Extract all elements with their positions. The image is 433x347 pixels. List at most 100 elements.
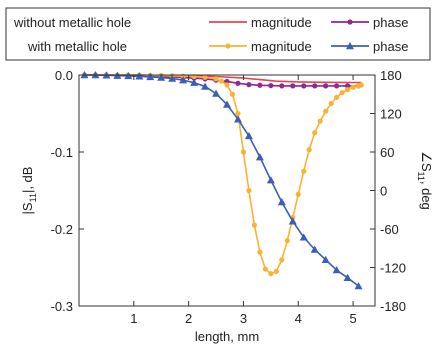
x-axis: 1 2 3 4 5 [130,75,357,326]
data-point-without-phase [312,83,318,89]
data-point-with-phase [124,71,133,80]
y-axis-left-title: |S11|, dB [20,167,38,215]
data-point-with-magnitude [273,268,279,274]
y2-tick-label: 120 [380,107,402,122]
legend-label: phase [373,39,408,54]
data-point-with-magnitude [218,78,225,84]
data-point-with-phase [343,273,352,281]
data-point-with-phase [190,78,199,86]
data-point-with-magnitude [358,82,364,88]
legend-entry: magnitude [209,39,312,54]
data-point-without-phase [268,82,274,89]
data-point-with-magnitude [257,249,263,255]
data-point-with-phase [310,245,319,253]
y-tick-label: -0.1 [51,145,73,160]
data-point-with-magnitude [246,187,252,194]
legend-frame [5,7,431,61]
data-point-with-phase [135,72,144,80]
series-with-phase [80,71,363,290]
legend: without metallic hole with metallic hole… [5,7,431,61]
y-axis-right: 180 120 60 0 -60 -120 -180 [370,68,406,314]
data-point-with-phase [299,233,308,241]
data-point-with-phase [266,176,275,184]
legend-row-label-without: without metallic hole [13,15,131,30]
legend-entry: magnitude [209,15,312,30]
legend-row-label-with: with metallic hole [27,39,127,54]
data-point-with-magnitude [312,130,318,136]
data-point-with-magnitude [268,271,274,277]
legend-swatch-marker [347,19,353,25]
y-axis-right-title: ∠S11, deg [416,151,433,210]
data-point-with-phase [223,100,231,108]
data-point-with-magnitude [213,76,219,82]
data-point-with-magnitude [235,110,241,117]
data-point-with-phase [157,73,166,81]
data-point-with-magnitude [334,94,340,100]
data-point-without-phase [224,78,230,85]
data-point-with-magnitude [284,237,290,244]
y2-tick-label: -120 [380,261,406,276]
y-axis-left-title-end: |, dB [20,167,35,194]
data-point-without-phase [301,83,307,89]
x-tick-label: 4 [295,311,302,326]
data-point-with-magnitude [229,91,236,97]
y2-tick-label: -60 [380,222,399,237]
data-point-with-magnitude [328,100,334,107]
data-point-with-magnitude [350,84,356,90]
series-with-magnitude [81,72,364,277]
data-point-with-phase [321,255,330,263]
legend-entry: phase [331,15,408,30]
data-point-with-phase [233,115,242,123]
data-point-with-magnitude [295,191,301,197]
data-point-without-phase [334,83,340,89]
data-point-with-magnitude [317,118,323,124]
series-line-with-magnitude [84,74,362,275]
data-point-without-phase [323,83,329,89]
legend-swatch-marker [346,42,354,50]
y-tick-label: -0.3 [51,299,73,314]
series-layer [80,71,364,290]
legend-label: magnitude [251,15,312,30]
y-tick-label: -0.2 [51,222,73,237]
y2-tick-label: -180 [380,299,406,314]
data-point-with-magnitude [306,147,312,153]
y2-tick-label: 0 [380,184,387,199]
x-tick-label: 3 [240,311,247,326]
plot-frame [78,74,376,307]
data-point-with-phase [244,131,253,140]
plot-area: 1 2 3 4 5 0.0 -0.1 -0.2 -0.3 180 120 60 0 -60 -120 -1… [51,68,406,326]
data-point-with-magnitude [344,87,351,93]
y-tick-label: 0.0 [55,68,73,83]
x-axis-title: length, mm [195,329,259,344]
data-point-with-phase [168,74,177,82]
x-tick-label: 5 [349,311,356,326]
data-point-with-phase [212,89,221,97]
data-point-with-phase [354,282,363,290]
data-point-with-magnitude [262,266,268,272]
data-point-with-phase [179,76,188,84]
x-tick-label: 1 [130,311,137,326]
data-point-without-phase [290,83,296,89]
y-axis-right-title-end: , deg [419,181,433,210]
y-axis-left: 0.0 -0.1 -0.2 -0.3 [51,68,84,314]
y2-tick-label: 60 [380,145,394,160]
x-tick-label: 2 [185,311,192,326]
data-point-without-phase [257,82,263,88]
data-point-with-magnitude [251,222,258,228]
data-point-without-phase [344,83,351,89]
legend-entry: phase [331,39,408,54]
data-point-with-magnitude [240,149,247,155]
data-point-with-magnitude [202,74,208,80]
y-axis-left-title-sub: 11 [28,193,38,202]
data-point-with-magnitude [279,257,285,263]
legend-label: magnitude [251,39,312,54]
y-axis-left-title-main: |S [20,202,35,214]
legend-swatch-marker [225,43,231,49]
legend-label: phase [373,15,408,30]
data-point-without-phase [279,83,285,89]
data-point-with-phase [332,266,341,274]
data-point-with-phase [288,217,297,225]
data-point-with-magnitude [323,108,329,114]
data-point-with-phase [255,153,264,161]
